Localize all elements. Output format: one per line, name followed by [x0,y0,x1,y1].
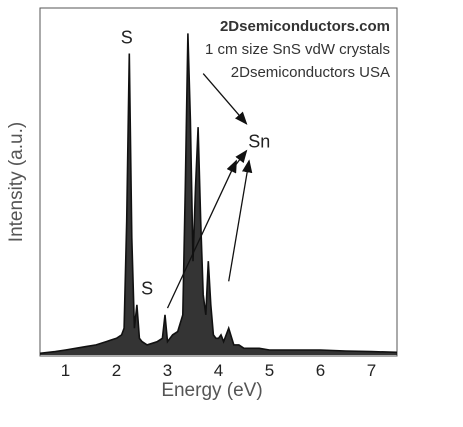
spectrum-line [39,33,398,355]
peak-labels-group: S S Sn [121,27,271,298]
peak-label: S [121,27,133,47]
plot-frame [39,7,398,357]
annotation-arrow [166,159,237,309]
y-axis-label: Intensity (a.u.) [6,122,27,242]
company-text: 2Dsemiconductors USA [231,64,390,81]
peak-label: Sn [248,131,270,151]
arrows-group [166,73,253,309]
annotation-arrow [228,159,253,282]
brand-text: 2Dsemiconductors.com [220,18,390,35]
peak-label: S [141,279,153,299]
x-tick-label: 2 [112,361,121,380]
x-tick-labels: 1 2 3 4 5 6 7 [61,361,376,380]
spectrum-area [40,33,397,356]
x-axis-label: Energy (eV) [161,380,262,401]
x-tick-label: 1 [61,361,70,380]
x-tick-label: 4 [214,361,223,380]
x-tick-label: 7 [367,361,376,380]
x-tick-label: 5 [265,361,274,380]
annotation-arrow [202,73,248,125]
sample-description-text: 1 cm size SnS vdW crystals [205,41,390,58]
x-tick-label: 3 [163,361,172,380]
x-tick-label: 6 [316,361,325,380]
